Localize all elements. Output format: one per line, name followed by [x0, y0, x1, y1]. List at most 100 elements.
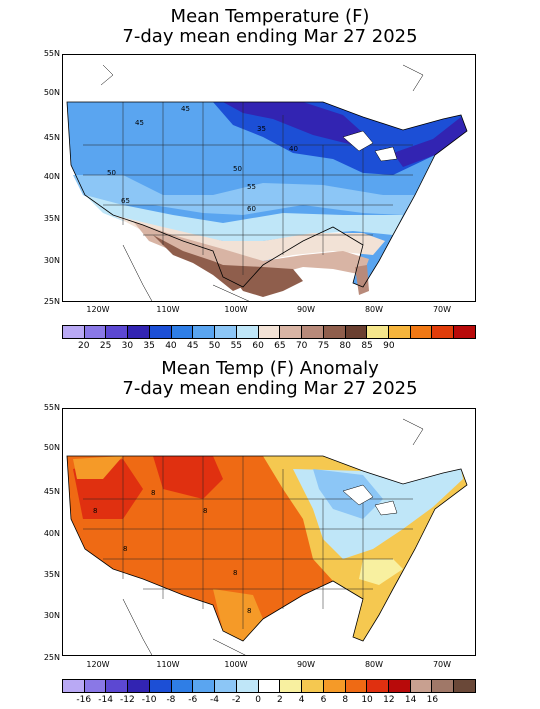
colorbar-label: -12	[120, 695, 135, 705]
lat-label: 40N	[43, 529, 60, 538]
colorbar-swatch	[410, 680, 433, 692]
colorbar-swatch	[171, 326, 194, 338]
colorbar-swatch	[171, 680, 194, 692]
lon-label: 120W	[86, 660, 110, 669]
colorbar-label: 14	[404, 695, 417, 705]
colorbar-swatch	[280, 326, 303, 338]
colorbar-label: -4	[210, 695, 219, 705]
colorbar-swatch	[432, 680, 455, 692]
colorbar-label: -14	[98, 695, 113, 705]
colorbar-label: 0	[255, 695, 261, 705]
lat-label: 25N	[43, 297, 60, 306]
colorbar-label: 12	[383, 695, 395, 705]
anomaly-map: 8 8 8 8 8 8	[62, 408, 476, 656]
colorbar-label: 60	[252, 341, 264, 351]
lat-label: 30N	[43, 611, 60, 620]
lat-label: 35N	[43, 214, 60, 223]
lat-label: 55N	[43, 403, 60, 412]
lon-label: 100W	[224, 660, 248, 669]
colorbar-swatch	[128, 680, 150, 692]
colorbar-label: 30	[121, 341, 134, 351]
lon-label: 100W	[224, 305, 248, 314]
colorbar-swatch	[84, 326, 107, 338]
colorbar-label: 80	[339, 341, 351, 351]
colorbar-swatch	[215, 326, 237, 338]
lat-label: 35N	[43, 570, 60, 579]
contour-label: 50	[233, 165, 242, 173]
colorbar-swatch	[454, 680, 475, 692]
contour-label: 55	[247, 183, 256, 191]
colorbar-swatch	[236, 680, 259, 692]
colorbar-swatch	[432, 326, 455, 338]
contour-label: 40	[289, 145, 298, 153]
colorbar-swatch	[302, 326, 324, 338]
colorbar-label: 85	[361, 341, 373, 351]
colorbar-swatch	[128, 326, 150, 338]
lat-label: 45N	[43, 487, 60, 496]
colorbar-swatch	[323, 326, 346, 338]
colorbar-swatch	[63, 326, 85, 338]
lon-label: 120W	[86, 305, 110, 314]
bottom-title-line2: 7-day mean ending Mar 27 2025	[122, 378, 418, 399]
lat-label: 50N	[43, 443, 60, 452]
colorbar-swatch	[410, 326, 433, 338]
lat-label: 40N	[43, 172, 60, 181]
lon-label: 110W	[156, 660, 180, 669]
colorbar-swatch	[149, 680, 172, 692]
colorbar-label: 75	[317, 341, 330, 351]
colorbar-label: 55	[230, 341, 243, 351]
contour-label: 8	[203, 507, 207, 515]
bottom-title-line1: Mean Temp (F) Anomaly	[161, 358, 379, 379]
contour-label: 8	[93, 507, 97, 515]
colorbar-swatch	[367, 326, 390, 338]
lon-label: 80W	[364, 305, 384, 314]
colorbar-label: 70	[295, 341, 308, 351]
lon-label: 80W	[364, 660, 384, 669]
colorbar-swatch	[345, 680, 368, 692]
colorbar-label: -10	[141, 695, 157, 705]
colorbar-label: 45	[187, 341, 199, 351]
colorbar-label: 35	[143, 341, 155, 351]
colorbar-swatch	[215, 680, 237, 692]
colorbar-swatch	[106, 680, 129, 692]
colorbar-label: 2	[277, 695, 283, 705]
contour-label: 8	[233, 569, 237, 577]
colorbar-swatch	[149, 326, 172, 338]
colorbar-label: 50	[208, 341, 221, 351]
colorbar-label: 10	[361, 695, 373, 705]
colorbar-swatch	[389, 326, 411, 338]
colorbar-swatch	[84, 680, 107, 692]
colorbar-label: 20	[78, 341, 90, 351]
temperature-colorbar	[62, 325, 476, 339]
contour-label: 8	[123, 545, 127, 553]
colorbar-swatch	[389, 680, 411, 692]
contour-label: 8	[247, 607, 251, 615]
colorbar-label: 16	[426, 695, 439, 705]
lat-label: 55N	[43, 49, 60, 58]
colorbar-swatch	[106, 326, 129, 338]
lon-label: 70W	[432, 305, 452, 314]
anomaly-colorbar	[62, 679, 476, 693]
temperature-map: 45 45 35 40 50 50 55 60 65	[62, 54, 476, 302]
top-title-line2: 7-day mean ending Mar 27 2025	[122, 26, 418, 47]
contour-label: 50	[107, 169, 116, 177]
colorbar-label: -8	[166, 695, 176, 705]
contour-label: 60	[247, 205, 256, 213]
colorbar-swatch	[345, 326, 368, 338]
colorbar-swatch	[454, 326, 475, 338]
colorbar-label: 8	[342, 695, 349, 705]
colorbar-swatch	[258, 680, 281, 692]
colorbar-label: 65	[274, 341, 286, 351]
colorbar-label: 4	[298, 695, 305, 705]
colorbar-label: 40	[165, 341, 177, 351]
colorbar-label: 25	[99, 341, 112, 351]
colorbar-label: -2	[231, 695, 241, 705]
colorbar-swatch	[193, 326, 216, 338]
contour-label: 8	[151, 489, 155, 497]
colorbar-label: 6	[320, 695, 327, 705]
lon-label: 90W	[296, 305, 316, 314]
contour-label: 45	[135, 119, 144, 127]
colorbar-label: -16	[76, 695, 92, 705]
lon-label: 110W	[156, 305, 180, 314]
colorbar-label: 90	[383, 341, 395, 351]
